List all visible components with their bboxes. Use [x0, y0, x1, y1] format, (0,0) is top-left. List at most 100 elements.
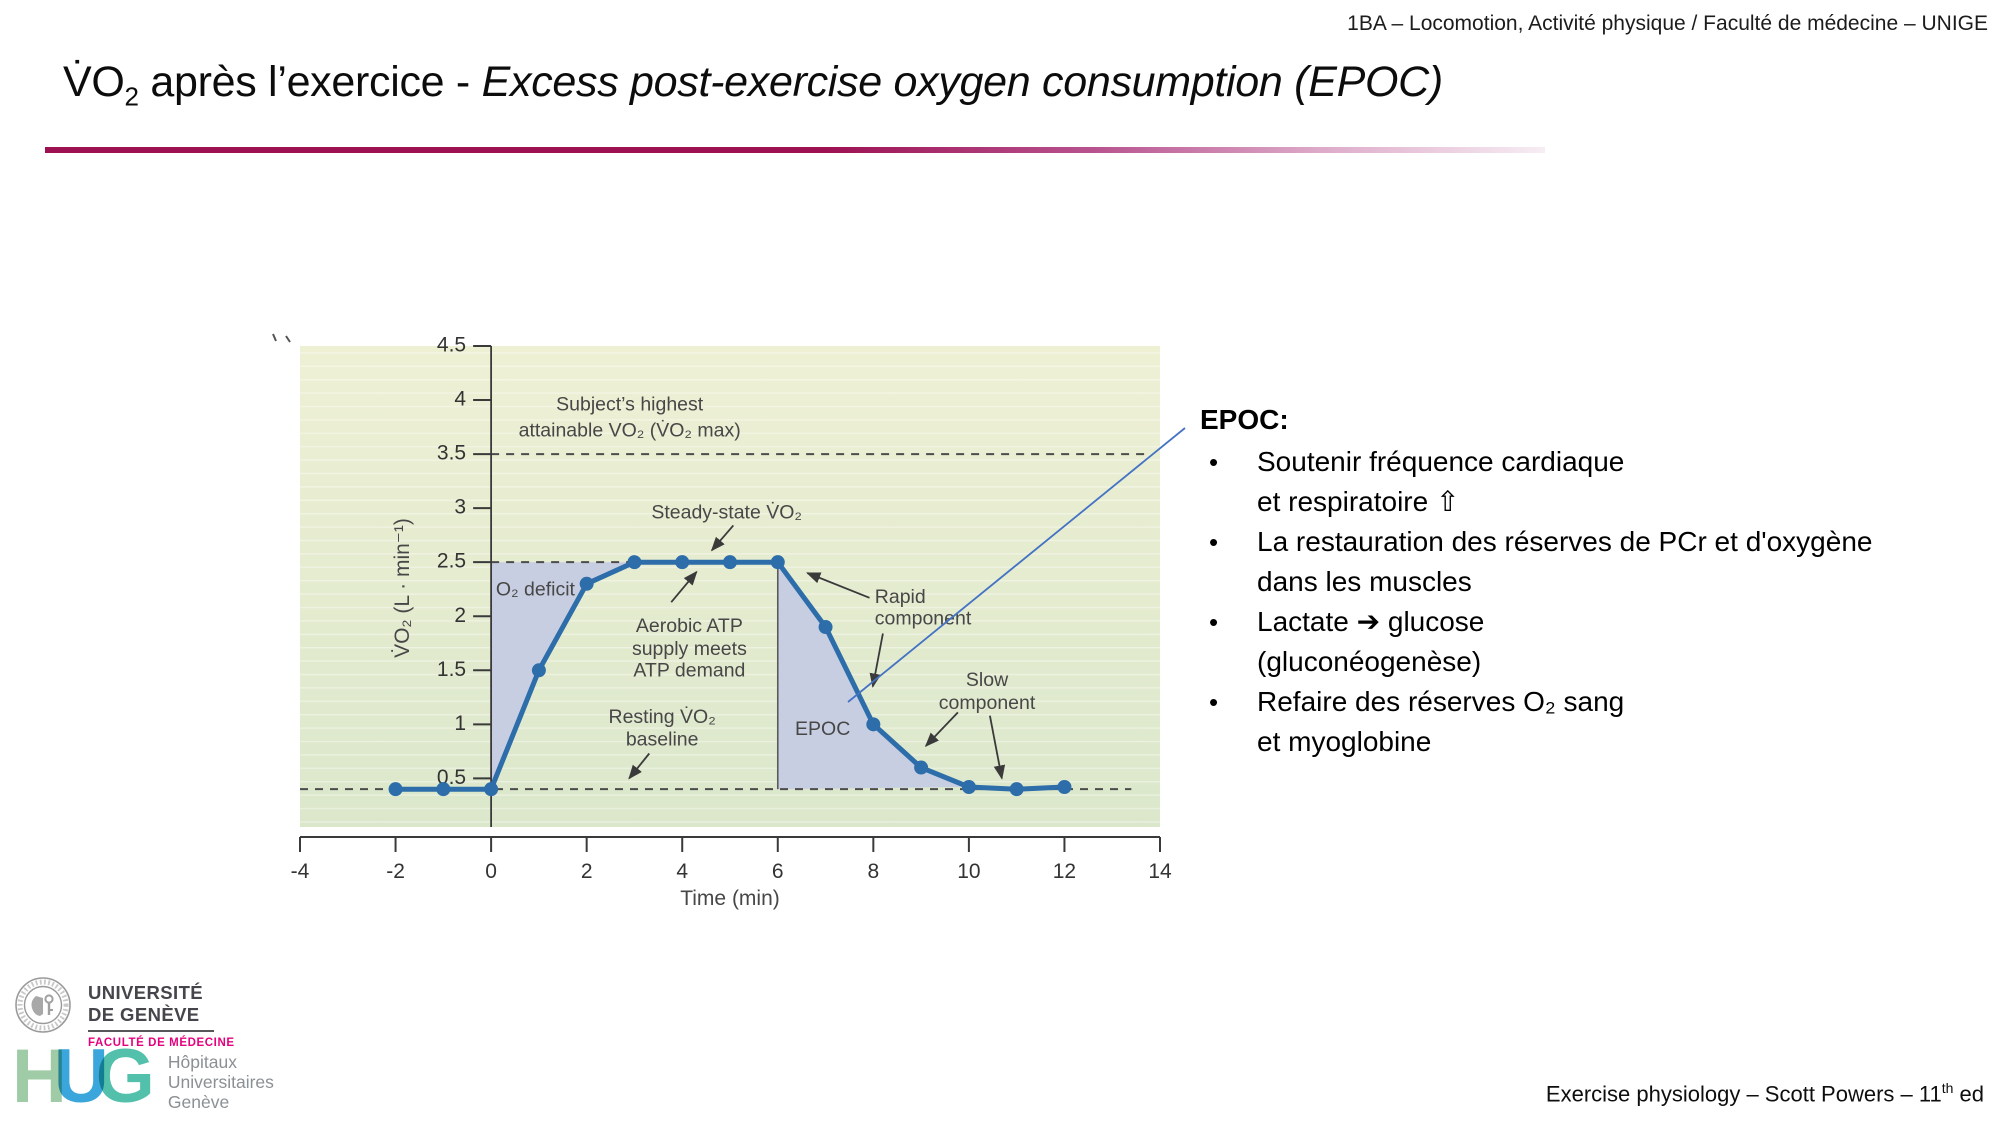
y-tick-label: 4 — [454, 388, 466, 411]
x-tick-label: 12 — [1053, 860, 1076, 883]
unige-wordmark-line1: UNIVERSITÉ — [88, 982, 204, 1003]
plot-background-stripes — [300, 346, 1160, 827]
aerobic-atp-arrow — [670, 570, 698, 603]
epoc-notes-panel: EPOC: • Soutenir fréquence cardiaque et … — [1200, 398, 1990, 762]
unige-divider — [88, 1030, 214, 1032]
unige-seal-icon — [15, 977, 71, 1033]
vo2-data-point — [1009, 782, 1024, 797]
list-item: • Refaire des réserves O₂ sang et myoglo… — [1200, 682, 1990, 762]
hug-wordmark: Hôpitaux Universitaires Genève — [168, 1052, 274, 1112]
source-reference: Exercise physiology – Scott Powers – 11t… — [1546, 1080, 1984, 1107]
bullet-icon: • — [1209, 687, 1219, 717]
bullet-icon: • — [1209, 447, 1219, 477]
resting-baseline-label: baseline — [626, 729, 699, 751]
y-tick-label: 2 — [454, 604, 466, 627]
y-axis-title: V̇O₂ (L · min⁻¹) — [391, 518, 414, 658]
source-reference-end: ed — [1953, 1081, 1984, 1107]
y-tick-label: 2.5 — [437, 550, 466, 573]
x-tick-label: 4 — [676, 860, 688, 883]
x-tick-label: 14 — [1148, 860, 1172, 883]
source-reference-sup: th — [1941, 1080, 1954, 1096]
bullet-text-line: Soutenir fréquence cardiaque — [1257, 446, 1625, 477]
unige-logo: UNIVERSITÉ DE GENÈVE FACULTÉ DE MÉDECINE — [14, 976, 235, 1049]
x-tick-label: -2 — [386, 860, 405, 883]
vo2-data-point — [961, 780, 976, 795]
unige-faculty-label: FACULTÉ DE MÉDECINE — [88, 1036, 235, 1049]
hug-logo: HUG Hôpitaux Universitaires Genève — [12, 1039, 274, 1115]
epoc-label: EPOC — [795, 718, 850, 740]
list-item: • Lactate ➔ glucose (gluconéogenèse) — [1200, 602, 1990, 682]
vo2-data-point — [627, 555, 642, 570]
figure-crop-artifact — [285, 335, 291, 343]
bullet-text-line: et respiratoire ⇧ — [1257, 486, 1460, 517]
rapid-component-label: Rapid — [875, 586, 926, 608]
unige-wordmark-line2: DE GENÈVE — [88, 1004, 200, 1025]
resting-baseline-label: Resting V̇O₂ — [609, 706, 716, 728]
vo2-data-point — [866, 717, 881, 732]
unige-wordmark: UNIVERSITÉ DE GENÈVE FACULTÉ DE MÉDECINE — [88, 976, 235, 1049]
steady-state-label: Steady-state V̇O₂ — [651, 502, 802, 524]
page-title: V̇O2 après l’exercice - Excess post-exer… — [63, 56, 1444, 110]
x-tick-label: -4 — [291, 860, 310, 883]
slow-component-label: Slow — [966, 669, 1009, 691]
epoc-notes-heading: EPOC: — [1200, 404, 1289, 435]
hug-letter-g: G — [95, 1034, 155, 1119]
title-accent-bar — [45, 147, 1545, 153]
o2-deficit-label: O₂ deficit — [496, 578, 576, 600]
vo2-data-point — [436, 782, 451, 797]
resting-baseline-arrow — [628, 752, 650, 780]
x-tick-label: 10 — [957, 860, 980, 883]
y-tick-label: 3.5 — [437, 442, 466, 465]
title-sub-2: 2 — [124, 81, 139, 112]
vo2-data-point — [484, 782, 499, 797]
y-tick-label: 4.5 — [437, 334, 466, 357]
epoc-chart: 0.5 1 1.5 2 2.5 3 3.5 4 4.5 -4 -2 0 2 4 6 8 10 12 14 Time (… — [195, 245, 1195, 925]
x-tick-label: 2 — [581, 860, 593, 883]
slow-component-arrow-2 — [989, 715, 1006, 780]
slow-component-label: component — [939, 692, 1036, 714]
hug-letter-u: U — [53, 1034, 109, 1119]
vo2-data-point — [388, 782, 403, 797]
bullet-icon: • — [1209, 527, 1219, 557]
vo2-data-point — [579, 576, 594, 591]
hug-wordmark-line3: Genève — [167, 1092, 230, 1112]
figure-crop-artifact — [272, 333, 277, 342]
slow-component-arrow-1 — [924, 711, 959, 747]
x-tick-label: 6 — [772, 860, 784, 883]
aerobic-atp-label: ATP demand — [633, 660, 745, 682]
steady-state-arrow — [710, 524, 735, 552]
vo2-data-point — [1057, 780, 1072, 795]
rapid-component-arrow-2 — [869, 633, 884, 688]
vo2-data-point — [914, 760, 929, 775]
bullet-text-line: et myoglobine — [1257, 726, 1432, 757]
y-tick-label: 1.5 — [437, 658, 466, 681]
vo2-data-point — [531, 663, 546, 678]
vo2-data-point — [818, 620, 833, 635]
title-rest: après l’exercice - — [138, 58, 482, 106]
epoc-callout-line — [847, 427, 1186, 703]
title-english-italic: Excess post-exercise oxygen consumption … — [481, 58, 1444, 106]
source-reference-text: Exercise physiology – Scott Powers – 11 — [1545, 1081, 1942, 1107]
vo2max-label: Subject’s highest — [556, 394, 704, 416]
x-tick-label: 8 — [867, 860, 879, 883]
aerobic-atp-label: Aerobic ATP — [636, 615, 743, 637]
bullet-text-line: La restauration des réserves de PCr et d… — [1257, 526, 1873, 557]
list-item: • La restauration des réserves de PCr et… — [1200, 522, 1990, 602]
x-axis-title: Time (min) — [680, 887, 780, 910]
hug-letters: HUG — [12, 1039, 155, 1115]
aerobic-atp-label: supply meets — [632, 638, 747, 660]
hug-letter-h: H — [12, 1034, 67, 1119]
list-item: • Soutenir fréquence cardiaque et respir… — [1200, 442, 1990, 522]
y-tick-label: 3 — [454, 496, 466, 519]
hug-wordmark-line1: Hôpitaux — [167, 1052, 237, 1072]
bullet-text-line: dans les muscles — [1257, 566, 1472, 597]
vo2-data-point — [675, 555, 690, 570]
x-tick-label: 0 — [485, 860, 497, 883]
rapid-component-label: component — [875, 608, 972, 630]
course-header: 1BA – Locomotion, Activité physique / Fa… — [1347, 12, 1988, 35]
epoc-region — [777, 562, 969, 790]
bullet-text-line: Refaire des réserves O₂ sang — [1257, 686, 1625, 717]
rapid-component-arrow-1 — [806, 572, 870, 599]
